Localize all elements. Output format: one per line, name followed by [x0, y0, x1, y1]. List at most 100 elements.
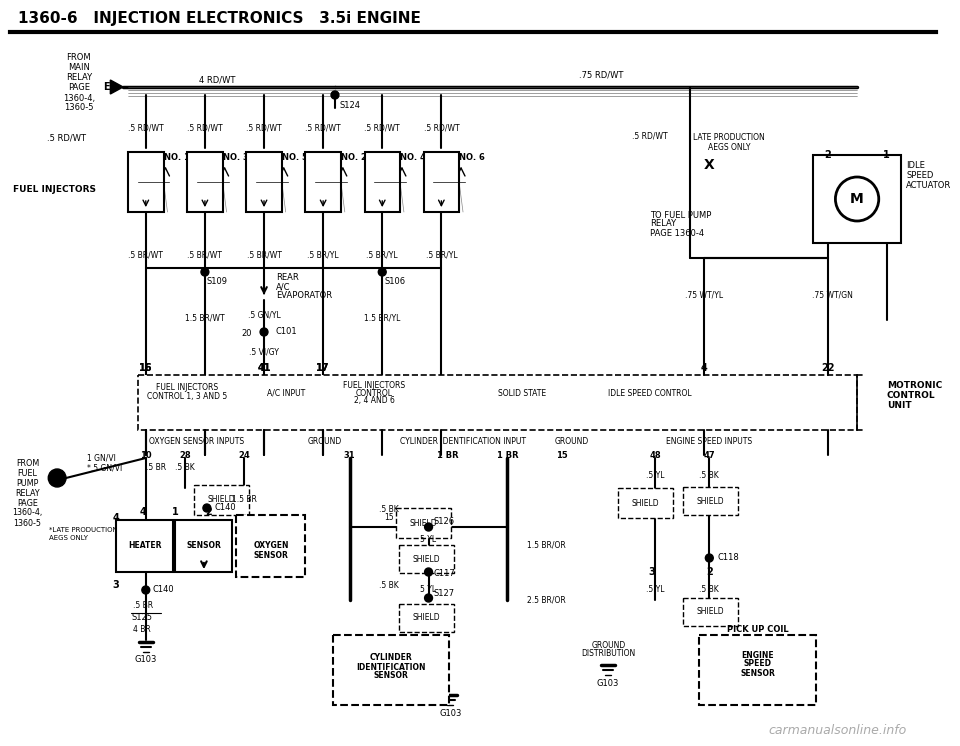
- Text: C140: C140: [215, 504, 236, 513]
- Text: FUEL INJECTORS: FUEL INJECTORS: [12, 186, 96, 195]
- Bar: [396, 508, 451, 538]
- Text: 41: 41: [257, 363, 271, 373]
- Circle shape: [331, 91, 339, 99]
- Text: REAR: REAR: [276, 274, 299, 283]
- Text: G103: G103: [597, 679, 619, 688]
- Text: 31: 31: [344, 451, 355, 460]
- Text: .5 BK: .5 BK: [700, 471, 719, 480]
- Text: .5 RD/WT: .5 RD/WT: [128, 124, 163, 133]
- Text: 24: 24: [238, 451, 251, 460]
- Text: 4: 4: [701, 363, 708, 373]
- Text: IDLE: IDLE: [906, 160, 925, 169]
- Text: 1: 1: [172, 507, 179, 517]
- Text: 1360-6   INJECTION ELECTRONICS   3.5i ENGINE: 1360-6 INJECTION ELECTRONICS 3.5i ENGINE: [17, 10, 420, 25]
- Text: 2, 4 AND 6: 2, 4 AND 6: [354, 397, 395, 406]
- Polygon shape: [110, 80, 123, 94]
- Text: 1 BR: 1 BR: [496, 451, 518, 460]
- Text: 2: 2: [824, 150, 831, 160]
- Text: FUEL: FUEL: [17, 468, 37, 477]
- Text: .5 RD/WT: .5 RD/WT: [47, 134, 86, 142]
- Text: .5 BR/WT: .5 BR/WT: [129, 251, 163, 260]
- Text: AEGS ONLY: AEGS ONLY: [49, 535, 88, 541]
- Text: .5 RD/WT: .5 RD/WT: [187, 124, 223, 133]
- Text: .75 RD/WT: .75 RD/WT: [579, 71, 623, 80]
- Text: .5 BK: .5 BK: [379, 506, 399, 515]
- Text: 28: 28: [180, 451, 191, 460]
- Bar: [305, 152, 341, 212]
- Text: RELAY: RELAY: [65, 74, 92, 83]
- Text: C117: C117: [434, 568, 455, 577]
- Text: PICK UP COIL: PICK UP COIL: [727, 625, 788, 635]
- Text: S106: S106: [384, 277, 405, 286]
- Text: C118: C118: [717, 554, 739, 562]
- Text: A/C INPUT: A/C INPUT: [267, 389, 305, 398]
- Bar: [365, 152, 400, 212]
- Bar: [700, 635, 816, 705]
- Text: .5 RD/WT: .5 RD/WT: [633, 131, 668, 140]
- Circle shape: [260, 328, 268, 336]
- Text: 5 YL: 5 YL: [420, 536, 437, 545]
- Text: C140: C140: [153, 586, 175, 595]
- Text: carmanualsonline.info: carmanualsonline.info: [768, 724, 906, 736]
- Text: 1: 1: [883, 150, 890, 160]
- Text: RELAY: RELAY: [650, 219, 677, 228]
- Bar: [813, 155, 901, 243]
- Text: NO. 6: NO. 6: [459, 154, 485, 163]
- Text: 2: 2: [706, 567, 712, 577]
- Bar: [176, 520, 232, 572]
- Text: 1.5 BR: 1.5 BR: [232, 495, 256, 504]
- Bar: [423, 152, 459, 212]
- Text: .5 BK: .5 BK: [176, 463, 195, 472]
- Text: 48: 48: [649, 451, 660, 460]
- Text: ENGINE SPEED INPUTS: ENGINE SPEED INPUTS: [666, 437, 753, 447]
- Text: SPEED: SPEED: [744, 659, 772, 668]
- Text: FROM: FROM: [66, 54, 91, 63]
- Text: ENGINE: ENGINE: [741, 651, 774, 659]
- Text: SENSOR: SENSOR: [740, 668, 775, 677]
- Text: NO. 1: NO. 1: [163, 154, 189, 163]
- Text: 16: 16: [139, 363, 153, 373]
- Text: 1360-4,: 1360-4,: [62, 93, 95, 102]
- Text: *.5 GN/VI: *.5 GN/VI: [86, 463, 122, 472]
- Text: 10: 10: [140, 451, 152, 460]
- Text: .5 BK: .5 BK: [379, 580, 399, 589]
- Circle shape: [424, 523, 433, 531]
- Text: 1360-5: 1360-5: [13, 518, 41, 527]
- Text: A/C: A/C: [276, 283, 290, 292]
- Text: SENSOR: SENSOR: [253, 551, 288, 560]
- Text: .5 YL: .5 YL: [646, 471, 664, 480]
- Bar: [116, 520, 174, 572]
- Bar: [683, 598, 738, 626]
- Text: NO. 3: NO. 3: [223, 154, 249, 163]
- Text: AEGS ONLY: AEGS ONLY: [708, 142, 751, 151]
- Text: .5 BR: .5 BR: [146, 463, 166, 472]
- Text: .5 BR/YL: .5 BR/YL: [425, 251, 457, 260]
- Text: PUMP: PUMP: [16, 478, 38, 487]
- Text: 1 GN/VI: 1 GN/VI: [86, 454, 115, 463]
- Text: X: X: [704, 158, 714, 172]
- Text: 3: 3: [113, 580, 120, 590]
- Text: 16: 16: [139, 363, 153, 373]
- Bar: [399, 545, 454, 573]
- Text: 17: 17: [317, 363, 330, 373]
- Text: .5 RD/WT: .5 RD/WT: [423, 124, 459, 133]
- Bar: [194, 485, 250, 515]
- Text: IDENTIFICATION: IDENTIFICATION: [356, 662, 426, 671]
- Text: 5 YL: 5 YL: [420, 586, 437, 595]
- Text: S127: S127: [434, 589, 455, 598]
- Text: .5 YL: .5 YL: [646, 586, 664, 595]
- Text: PAGE: PAGE: [68, 84, 90, 93]
- Circle shape: [378, 268, 386, 276]
- Text: UNIT: UNIT: [887, 401, 911, 410]
- Text: M: M: [851, 192, 864, 206]
- Text: .75 WT/YL: .75 WT/YL: [685, 290, 724, 299]
- Text: 2: 2: [205, 507, 212, 517]
- Text: 4: 4: [139, 507, 146, 517]
- Text: ACTUATOR: ACTUATOR: [906, 181, 951, 189]
- Text: 1360-4,: 1360-4,: [12, 509, 42, 518]
- Text: TO FUEL PUMP: TO FUEL PUMP: [650, 210, 711, 219]
- Bar: [683, 487, 738, 515]
- Bar: [128, 152, 163, 212]
- Text: SENSOR: SENSOR: [186, 542, 222, 551]
- Text: *LATE PRODUCTION: *LATE PRODUCTION: [49, 527, 118, 533]
